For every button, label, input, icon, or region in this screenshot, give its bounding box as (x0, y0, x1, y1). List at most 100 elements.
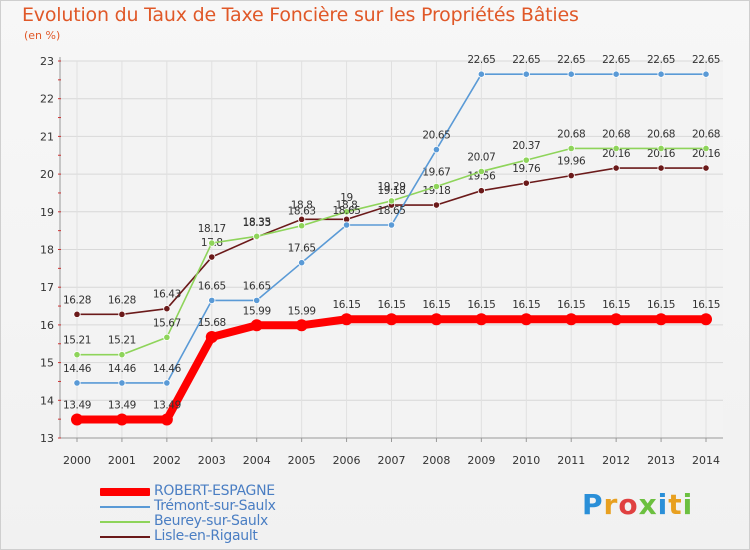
data-point (205, 330, 218, 343)
data-point (432, 201, 441, 209)
data-label: 19.76 (512, 163, 541, 175)
data-point (430, 313, 443, 326)
data-point (657, 144, 665, 153)
legend-swatch-beurey-sur-saulx (100, 520, 150, 523)
data-label: 22.65 (692, 54, 720, 66)
data-point (477, 70, 485, 78)
data-point (612, 144, 620, 153)
data-point (612, 164, 620, 172)
data-point (295, 319, 308, 332)
data-point (160, 413, 173, 426)
y-tick-label: 14 (40, 394, 54, 407)
data-point (340, 313, 353, 326)
data-point (298, 259, 306, 267)
data-point (475, 313, 488, 326)
data-label: 20.68 (557, 128, 585, 140)
data-label: 22.65 (557, 54, 585, 66)
data-point (432, 145, 441, 154)
data-point (522, 156, 530, 164)
data-label: 13.49 (63, 400, 91, 412)
data-point (250, 319, 263, 332)
brand-letter: o (618, 488, 639, 521)
x-tick-label: 2004 (243, 454, 271, 467)
data-label: 18.65 (333, 205, 361, 217)
x-tick-label: 2006 (333, 454, 361, 467)
x-tick-label: 2011 (557, 454, 585, 467)
data-label: 18.8 (291, 199, 313, 211)
data-label: 14.46 (153, 363, 182, 375)
x-tick-label: 2005 (288, 454, 316, 467)
legend-swatch-lisle-en-rigault (100, 535, 150, 538)
data-point (118, 351, 126, 359)
data-label: 22.65 (467, 54, 495, 66)
x-tick-label: 2010 (512, 454, 540, 467)
data-point (522, 179, 530, 187)
data-point (163, 379, 171, 387)
data-label: 20.68 (647, 128, 675, 140)
data-point (612, 70, 620, 78)
data-label: 16.15 (692, 299, 720, 311)
data-label: 15.68 (198, 317, 226, 329)
data-label: 16.28 (63, 294, 91, 306)
data-label: 20.68 (602, 128, 630, 140)
y-tick-label: 13 (40, 432, 54, 445)
data-label: 22.65 (512, 54, 540, 66)
data-point (655, 313, 668, 326)
x-tick-label: 2014 (692, 454, 720, 467)
data-point (385, 313, 398, 326)
data-label: 16.15 (602, 299, 630, 311)
data-point (73, 310, 81, 318)
data-point (387, 197, 396, 205)
legend-item: Lisle-en-Rigault (100, 529, 276, 544)
data-point (522, 70, 530, 78)
data-point (702, 70, 710, 78)
brand-letter: r (603, 488, 619, 521)
data-point (567, 144, 575, 153)
data-label: 19.18 (377, 185, 405, 197)
data-label: 13.49 (108, 400, 136, 412)
data-point (118, 379, 126, 387)
data-label: 20.16 (602, 148, 631, 160)
x-tick-label: 2012 (602, 454, 630, 467)
data-point (520, 313, 533, 326)
data-label: 20.16 (692, 148, 721, 160)
legend: ROBERT-ESPAGNE Trémont-sur-Saulx Beurey-… (100, 484, 276, 544)
data-label: 18.65 (377, 205, 405, 217)
legend-swatch-robert-espagne (100, 487, 150, 496)
data-point (567, 172, 575, 180)
y-tick-label: 15 (40, 357, 54, 370)
data-label: 16.15 (512, 299, 540, 311)
data-label: 16.65 (198, 280, 226, 292)
data-point (163, 333, 171, 341)
data-label: 20.07 (467, 151, 495, 163)
data-label: 22.65 (647, 54, 675, 66)
x-tick-label: 2000 (63, 454, 91, 467)
data-point (73, 379, 81, 387)
data-point (163, 305, 171, 313)
chart-title: Evolution du Taux de Taxe Foncière sur l… (22, 4, 579, 26)
y-tick-label: 20 (40, 168, 54, 181)
data-point (118, 310, 126, 318)
chart-subtitle: (en %) (24, 29, 61, 42)
data-label: 16.65 (243, 280, 271, 292)
legend-label: ROBERT-ESPAGNE (154, 483, 275, 499)
data-point (298, 222, 306, 230)
data-point (567, 70, 575, 78)
data-point (253, 296, 261, 304)
data-point (657, 164, 665, 172)
brand-logo: Proxiti (582, 488, 693, 521)
data-label: 20.16 (647, 148, 676, 160)
data-label: 15.21 (63, 335, 91, 347)
data-label: 15.67 (153, 317, 181, 329)
data-label: 16.15 (377, 299, 405, 311)
data-point (208, 253, 216, 261)
data-label: 15.99 (243, 305, 271, 317)
y-tick-label: 17 (40, 281, 54, 294)
data-point (432, 182, 441, 191)
x-tick-label: 2001 (108, 454, 136, 467)
data-label: 18.63 (288, 206, 316, 218)
data-point (702, 144, 710, 153)
x-tick-label: 2009 (467, 454, 495, 467)
brand-letter: i (657, 488, 669, 521)
